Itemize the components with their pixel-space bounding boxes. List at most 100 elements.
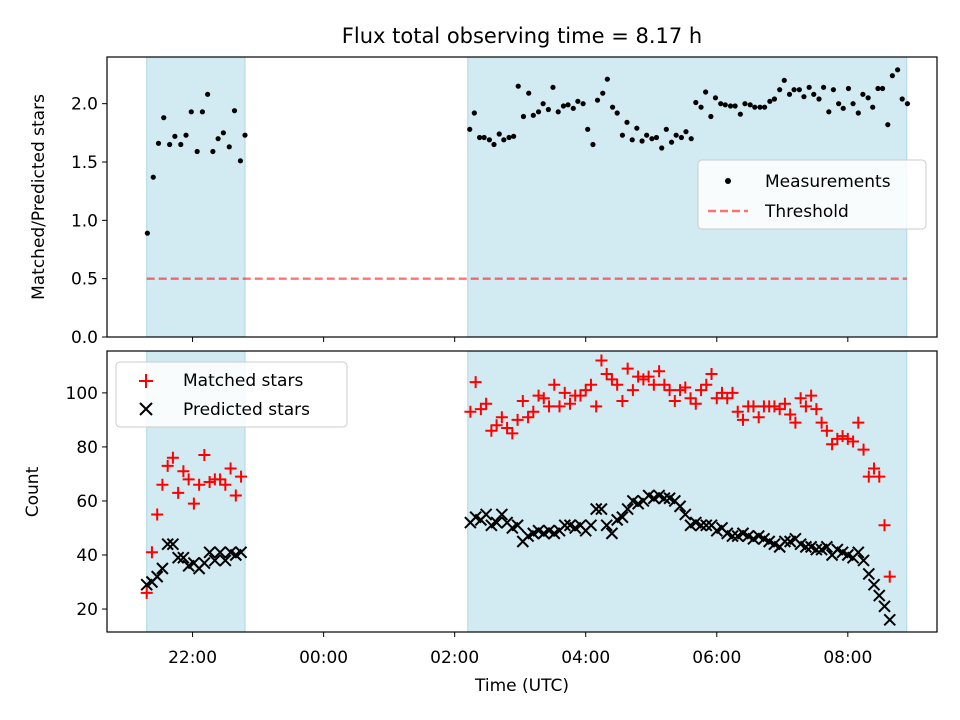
measurement-point [515, 83, 521, 89]
measurement-point [777, 87, 783, 93]
predicted-stars-series [140, 489, 896, 627]
matched-stars-point [647, 378, 660, 391]
predicted-stars-point [584, 519, 598, 532]
matched-stars-point [883, 570, 896, 583]
legend-threshold-label: Threshold [764, 202, 849, 222]
matched-stars-point [229, 489, 242, 502]
measurement-point [885, 122, 891, 128]
predicted-stars-point [862, 567, 875, 581]
predicted-stars-point [820, 540, 834, 554]
predicted-stars-point [589, 502, 603, 516]
predicted-stars-point [595, 502, 608, 516]
top-y-tick-label: 2.0 [71, 95, 98, 115]
bottom-x-ticks: 22:00 00:00 02:00 04:00 06:00 08:00 [168, 632, 872, 668]
matched-stars-point [805, 389, 818, 402]
measurement-point [205, 91, 211, 97]
matched-stars-point [511, 413, 524, 426]
matched-stars-point [469, 376, 482, 389]
predicted-stars-point [726, 529, 739, 543]
x-axis-label: Time (UTC) [474, 676, 569, 696]
measurement-point [183, 132, 189, 138]
measurement-point [732, 103, 738, 109]
predicted-stars-point [857, 554, 870, 567]
bottom-y-ticks: 20 40 60 80 100 [66, 384, 107, 620]
matched-stars-point [595, 354, 608, 367]
matched-stars-point [674, 384, 687, 397]
measurement-point [752, 104, 758, 110]
matched-stars-point [731, 405, 744, 418]
measurement-point [703, 89, 709, 95]
matched-stars-point [198, 449, 211, 462]
matched-stars-point [873, 470, 886, 483]
measurement-point [757, 104, 763, 110]
matched-stars-point [177, 465, 190, 478]
matched-stars-point [773, 403, 786, 416]
measurement-point [781, 77, 787, 83]
predicted-stars-point [799, 540, 813, 554]
matched-stars-point [726, 386, 739, 399]
matched-stars-point [506, 427, 519, 440]
matched-stars-point [182, 473, 195, 486]
matched-stars-point [611, 378, 624, 391]
bottom-x-tick-label: 06:00 [692, 648, 741, 668]
predicted-stars-point [208, 554, 222, 567]
matched-stars-point [705, 367, 718, 380]
matched-stars-point [710, 392, 723, 405]
matched-stars-point [810, 403, 823, 416]
legend-matched-marker [139, 374, 153, 388]
matched-stars-point [187, 497, 200, 510]
measurement-point [560, 103, 567, 109]
bottom-y-tick-label: 80 [76, 438, 98, 458]
measurement-point [698, 104, 704, 110]
measurement-point [845, 85, 852, 92]
top-legend: Measurements Threshold [697, 159, 927, 230]
measurement-point [683, 129, 689, 135]
measurement-point [604, 76, 610, 82]
measurement-point [594, 97, 601, 103]
matched-stars-point [658, 378, 671, 391]
measurement-point [150, 174, 156, 180]
measurement-point [476, 134, 483, 141]
measurement-point [199, 109, 206, 115]
matched-stars-point [485, 424, 498, 437]
matched-stars-point [490, 419, 503, 432]
measurement-point [545, 106, 551, 113]
measurement-point [820, 84, 827, 90]
bottom-legend-box [115, 361, 348, 428]
matched-stars-point [480, 397, 493, 410]
bottom-x-tick-label: 04:00 [561, 648, 610, 668]
matched-stars-point [778, 397, 791, 410]
matched-stars-point [543, 400, 556, 413]
measurement-point [590, 141, 596, 148]
measurement-point [771, 96, 778, 102]
matched-stars-point [826, 438, 839, 451]
bottom-observing-window-1 [467, 350, 908, 633]
measurement-point [895, 67, 901, 73]
predicted-stars-point [600, 519, 613, 532]
matched-stars-point [799, 400, 812, 413]
predicted-stars-point [694, 519, 708, 532]
measurement-point [767, 98, 773, 104]
matched-stars-point [632, 370, 645, 383]
measurement-point [155, 140, 162, 146]
measurement-point [727, 103, 734, 109]
matched-stars-point [527, 405, 540, 418]
predicted-stars-point [219, 554, 232, 567]
measurement-point [663, 126, 669, 132]
measurement-point [467, 126, 473, 132]
matched-stars-point [862, 470, 875, 483]
measurement-point [172, 133, 178, 139]
matched-stars-point [172, 486, 185, 499]
legend-predicted-marker [139, 402, 153, 416]
predicted-stars-point [658, 492, 671, 505]
measurement-point [693, 99, 699, 106]
top-legend-box [697, 159, 927, 230]
measurement-point [506, 134, 512, 141]
measurement-point [708, 113, 714, 120]
matched-stars-point [501, 422, 514, 435]
top-axes-frame [106, 56, 938, 338]
matched-stars-point [161, 459, 174, 472]
matched-stars-point [151, 508, 164, 521]
measurement-point [747, 102, 753, 108]
measurement-point [624, 119, 630, 125]
